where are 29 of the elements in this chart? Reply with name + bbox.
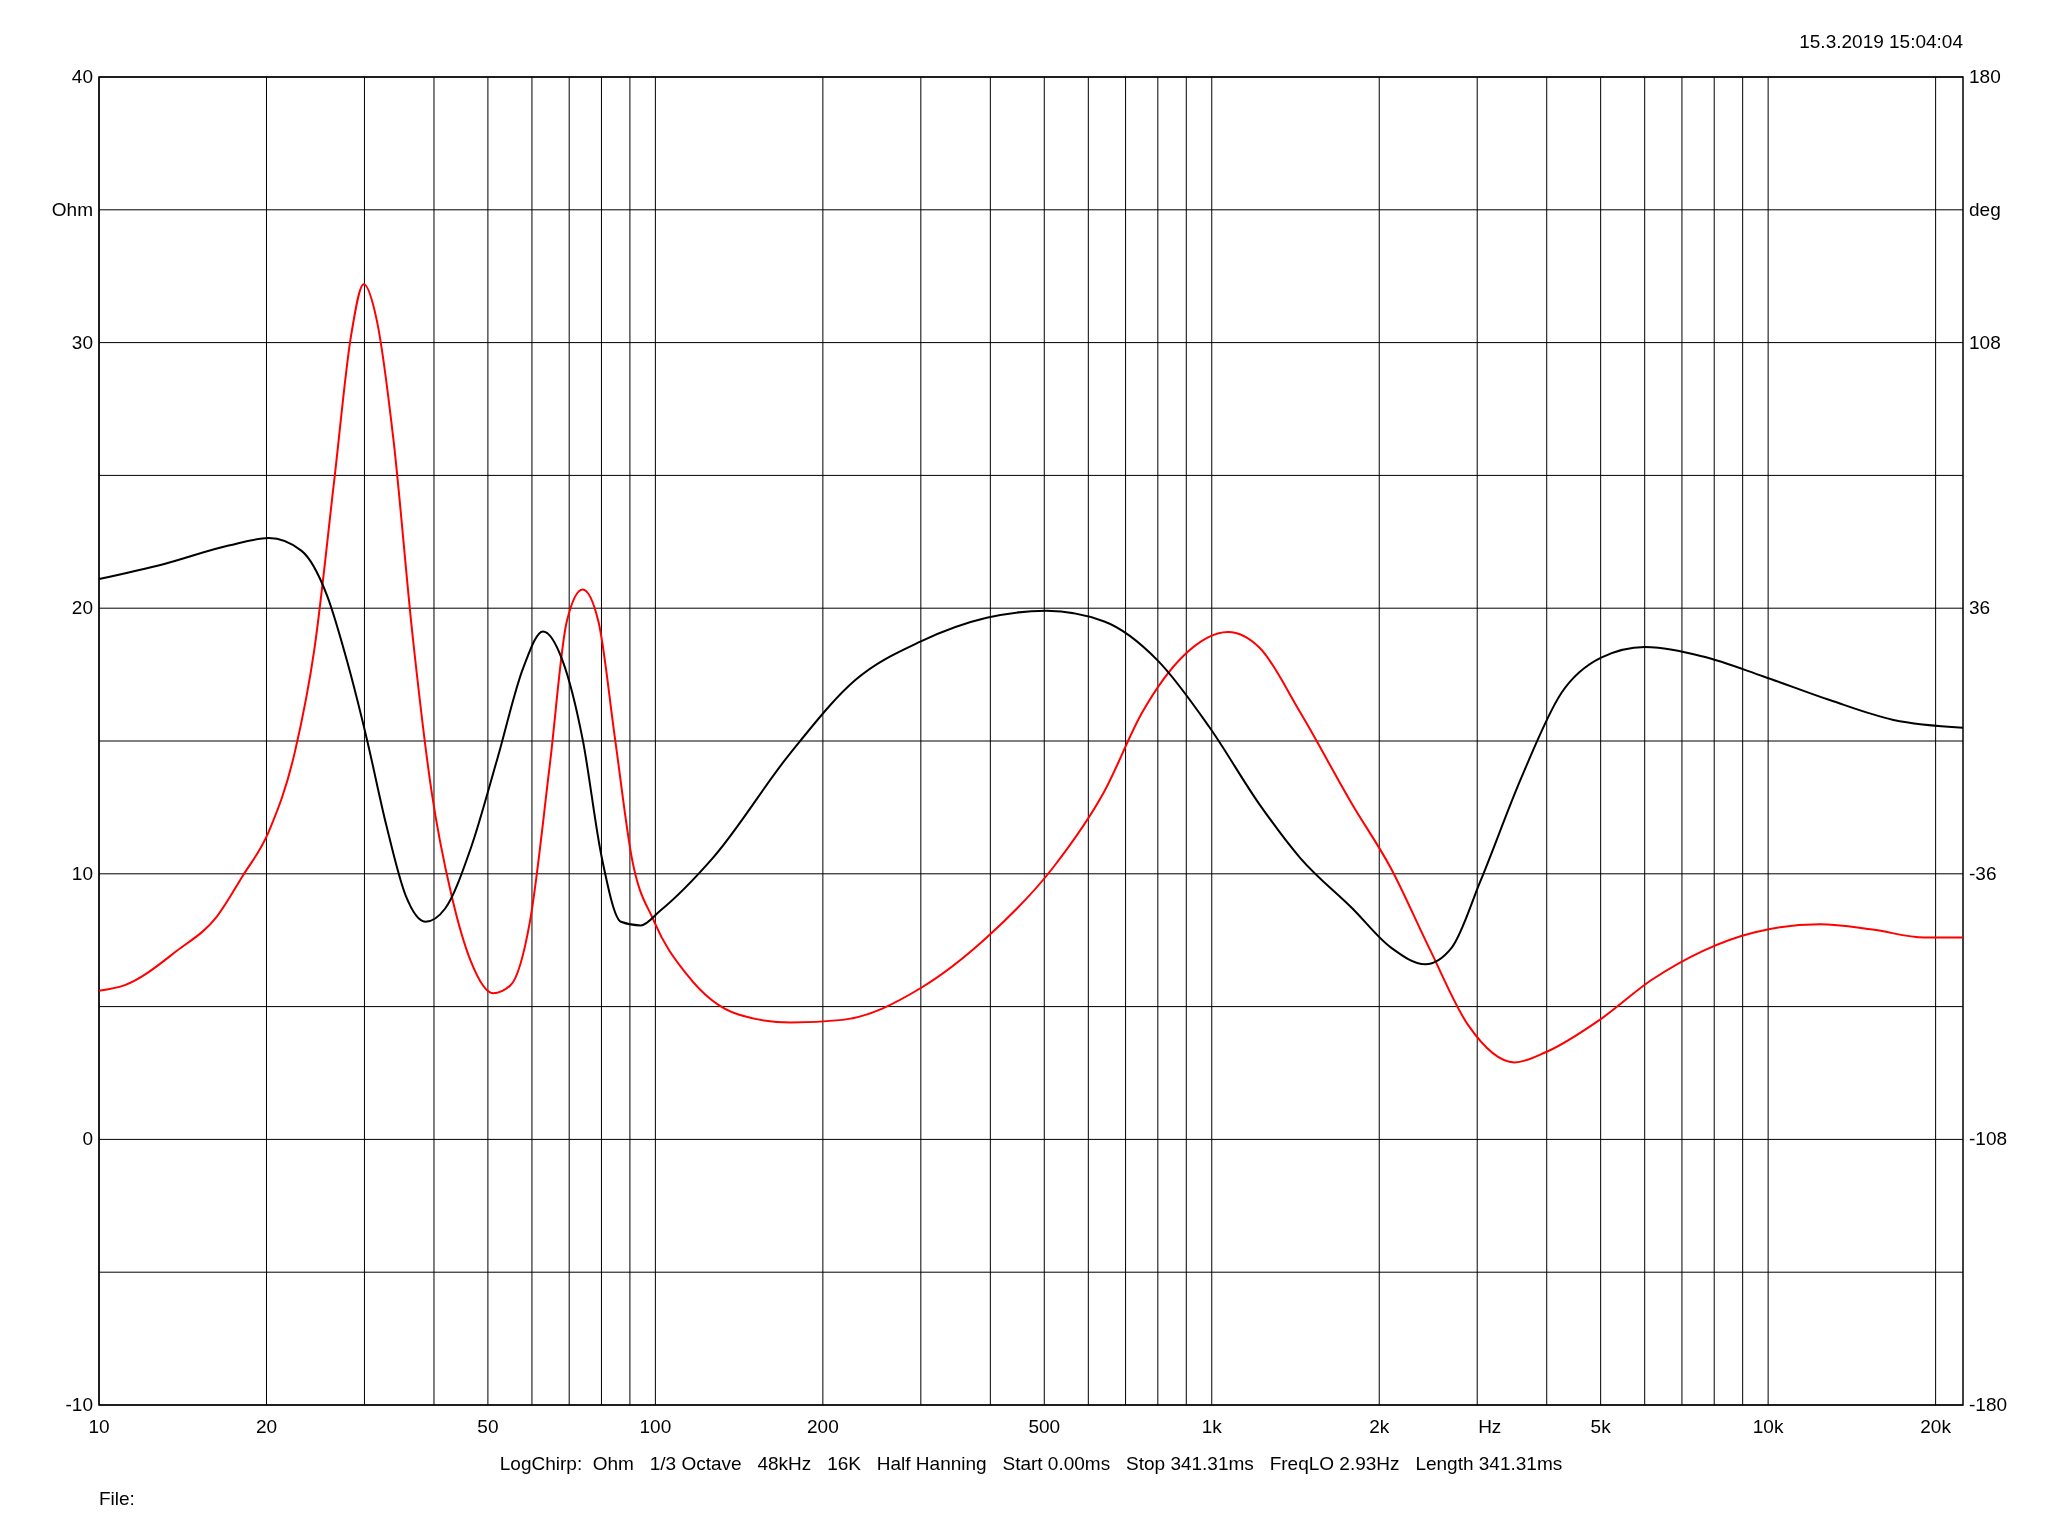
x-tick-label: 20k [1920, 1416, 1952, 1437]
x-tick-label: 200 [807, 1416, 839, 1437]
y2-tick-label: 108 [1969, 331, 2001, 353]
y-tick-label: 0 [82, 1128, 93, 1150]
text: File: [99, 1488, 135, 1509]
y2-tick-label: -36 [1969, 862, 1997, 884]
x-tick-label: 10k [1752, 1416, 1784, 1437]
y2-tick-label: 180 [1969, 66, 2001, 87]
x-tick-label: 50 [477, 1416, 499, 1437]
x-tick-label: 5k [1590, 1416, 1612, 1437]
y-tick-label: 40 [71, 66, 93, 87]
y2-tick-label: -180 [1969, 1394, 2008, 1415]
x-tick-label: 20 [255, 1416, 278, 1437]
y2-axis-title: deg [1969, 198, 2001, 220]
x-tick-label: 10 [88, 1416, 110, 1437]
x-tick-label: 1k [1201, 1416, 1223, 1437]
text: LogChirp: Ohm 1/3 Octave 48kHz 16K Half Hanning Start 0.00ms Stop 341.31ms FreqLO 2.93Hz Length 341.31ms [499, 1453, 1563, 1474]
x-tick-label: 100 [639, 1416, 672, 1437]
y-axis-title: Ohm [51, 198, 93, 220]
y2-tick-label: 36 [1969, 597, 1991, 619]
y-tick-label: 10 [71, 862, 93, 884]
x-tick-label: 2k [1369, 1416, 1390, 1437]
x-tick-label: 500 [1028, 1416, 1061, 1437]
y-tick-label: 30 [71, 331, 93, 353]
y-tick-label: -10 [65, 1394, 93, 1415]
y2-tick-label: -108 [1969, 1128, 2008, 1150]
y-tick-label: 20 [71, 597, 93, 619]
text: 15.3.2019 15:04:04 [1799, 31, 1964, 52]
x-axis-title: Hz [1478, 1416, 1502, 1437]
